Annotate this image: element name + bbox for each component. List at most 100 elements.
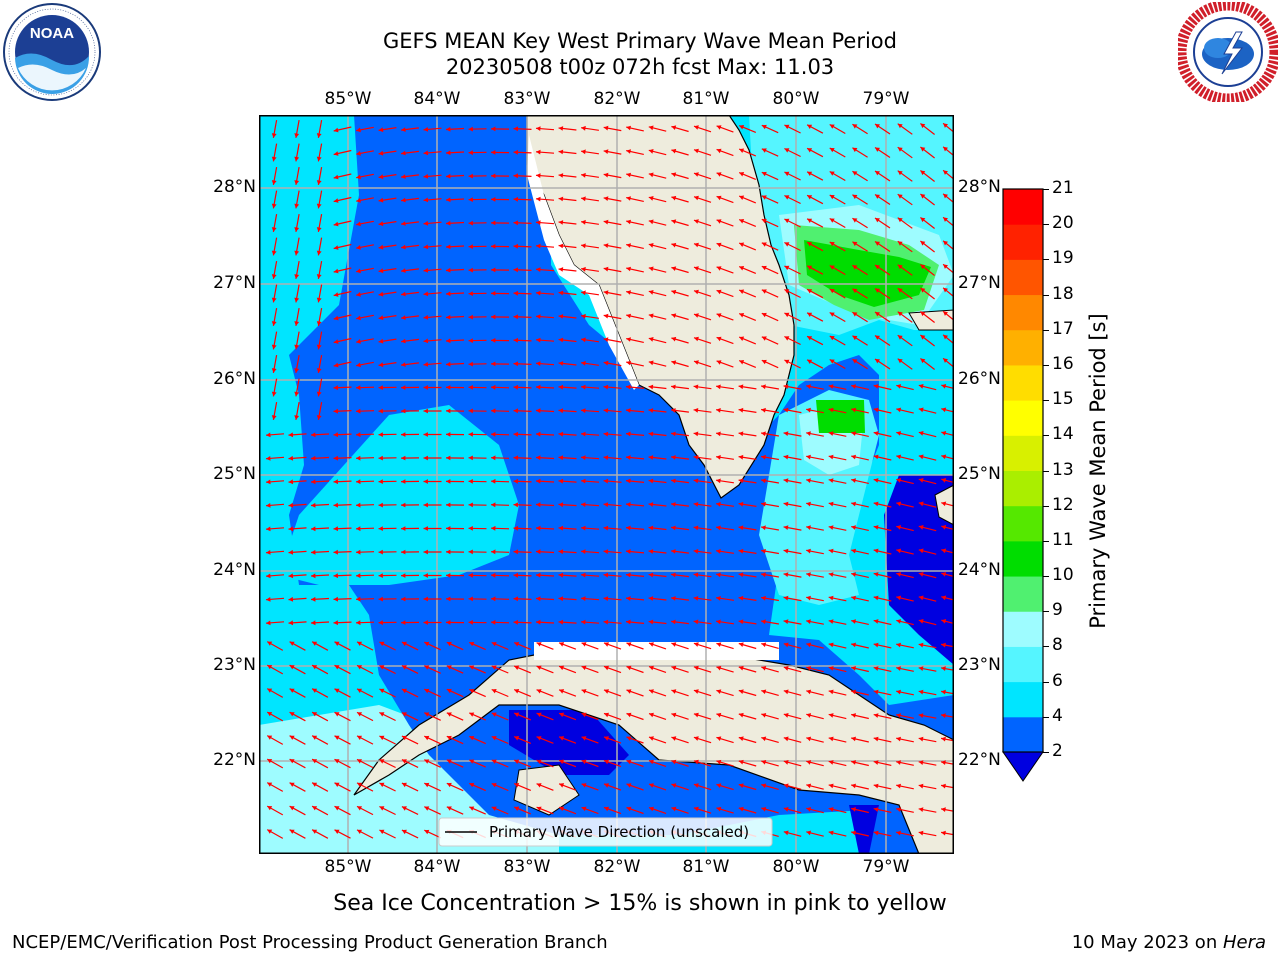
wave-direction-arrowhead (828, 642, 834, 648)
wave-direction-arrowhead (626, 384, 631, 390)
lat-tick-right: 26°N (958, 369, 1001, 389)
wave-direction-arrowhead (941, 407, 947, 413)
wave-direction-arrowhead (378, 479, 383, 484)
wave-direction-arrowhead (626, 266, 631, 272)
wave-direction-arrowhead (333, 362, 339, 368)
wave-direction-arrowhead (784, 265, 790, 271)
wave-direction-arrowhead (401, 573, 406, 578)
wave-direction-arrowhead (378, 455, 383, 461)
wave-direction-arrowhead (626, 783, 632, 788)
wave-direction-arrowhead (783, 501, 789, 507)
wave-direction-arrowhead (784, 218, 790, 224)
wave-direction-arrowhead (536, 665, 542, 670)
wave-direction-arrowhead (851, 431, 856, 436)
wave-direction-arrowhead (649, 806, 654, 812)
wave-direction-arrowhead (536, 290, 541, 296)
colorbar-tick-label: 17 (1052, 318, 1074, 339)
wave-direction-arrowhead (536, 455, 541, 461)
wave-direction-arrowhead (266, 503, 271, 508)
wave-direction-arrowhead (513, 337, 518, 343)
wave-direction-arrowhead (581, 549, 586, 554)
wave-direction-arrowhead (761, 454, 766, 460)
wave-direction-arrowhead (271, 227, 277, 232)
wave-direction-arrowhead (626, 642, 632, 647)
wave-direction-arrowhead (356, 198, 361, 203)
wave-direction-arrowhead (559, 736, 565, 741)
wave-direction-arrowhead (920, 311, 926, 317)
lon-tick-top: 83°W (503, 89, 551, 109)
wave-direction-arrowhead (918, 689, 924, 695)
wave-direction-arrowhead (828, 807, 834, 812)
wave-direction-arrowhead (693, 408, 699, 413)
wave-direction-arrowhead (716, 525, 721, 531)
wave-direction-arrowhead (536, 783, 542, 788)
colorbar-title: Primary Wave Mean Period [s] (1086, 313, 1110, 629)
wave-direction-arrowhead (288, 573, 294, 579)
wave-direction-arrowhead (581, 642, 587, 647)
wave-direction-arrowhead (873, 666, 879, 671)
colorbar-tick (1043, 364, 1049, 366)
wave-direction-arrowhead (783, 619, 789, 624)
wave-direction-arrowhead (626, 196, 631, 201)
colorbar-cell (1003, 189, 1043, 225)
wave-direction-arrowhead (738, 806, 744, 812)
period-band-2-4-east (884, 475, 954, 665)
wave-direction-arrowhead (941, 689, 946, 695)
colorbar-tick (1043, 294, 1049, 296)
wave-direction-arrowhead (626, 549, 631, 554)
wave-direction-arrowhead (603, 219, 609, 225)
wave-direction-arrowhead (267, 782, 273, 787)
wave-direction-arrowhead (761, 384, 766, 390)
wave-direction-arrowhead (446, 267, 451, 273)
wave-direction-arrowhead (873, 548, 879, 554)
colorbar-tick-label: 12 (1052, 494, 1074, 515)
colorbar-tick (1043, 681, 1049, 683)
wave-direction-arrowhead (896, 666, 901, 671)
wave-direction-arrowhead (738, 783, 744, 788)
wave-direction-arrowhead (356, 385, 361, 391)
wave-direction-arrowhead (896, 619, 902, 624)
wave-direction-arrowhead (333, 526, 338, 532)
wave-direction-arrowhead (873, 783, 879, 789)
wave-direction-arrowhead (783, 736, 789, 742)
wave-direction-arrowhead (316, 368, 322, 373)
wave-direction-arrowhead (761, 689, 767, 695)
wave-direction-arrowhead (649, 783, 654, 788)
wave-direction-arrowhead (491, 619, 496, 625)
wave-direction-arrowhead (603, 619, 609, 625)
wave-direction-arrowhead (875, 288, 880, 293)
wave-direction-arrowhead (649, 689, 654, 694)
map-frame (259, 115, 954, 854)
wave-direction-arrowhead (491, 126, 496, 132)
wave-direction-arrowhead (401, 338, 406, 344)
wave-direction-arrowhead (852, 335, 858, 341)
wave-direction-arrowhead (738, 525, 744, 531)
wave-direction-arrowhead (378, 244, 384, 250)
wave-direction-arrowhead (446, 712, 452, 717)
lat-tick-right: 25°N (958, 464, 1001, 484)
wave-direction-arrowhead (761, 431, 766, 437)
wave-direction-arrowhead (513, 243, 518, 249)
wave-direction-arrowhead (783, 807, 789, 812)
wave-direction-arrowhead (896, 454, 902, 460)
wave-direction-arrowhead (626, 408, 631, 413)
wave-direction-arrowhead (333, 479, 338, 485)
wave-direction-arrowhead (559, 712, 565, 718)
wave-direction-arrowhead (671, 572, 676, 578)
wave-direction-arrowhead (423, 502, 428, 508)
wave-direction-arrowhead (378, 150, 384, 156)
wave-direction-arrowhead (649, 736, 654, 741)
wave-direction-arrowhead (671, 619, 676, 625)
wave-direction-arrowhead (784, 148, 790, 153)
colorbar (1002, 188, 1044, 782)
wave-direction-arrowhead (716, 219, 722, 224)
wave-direction-arrowhead (316, 250, 322, 256)
wave-direction-arrowhead (918, 807, 924, 812)
wave-direction-arrowhead (294, 368, 300, 373)
wave-direction-arrowhead (806, 407, 811, 413)
wave-direction-arrowhead (401, 432, 406, 437)
wave-direction-arrowhead (943, 170, 948, 175)
wave-direction-arrowhead (266, 550, 271, 555)
wave-direction-arrowhead (491, 689, 497, 694)
wave-direction-arrowhead (626, 502, 631, 507)
